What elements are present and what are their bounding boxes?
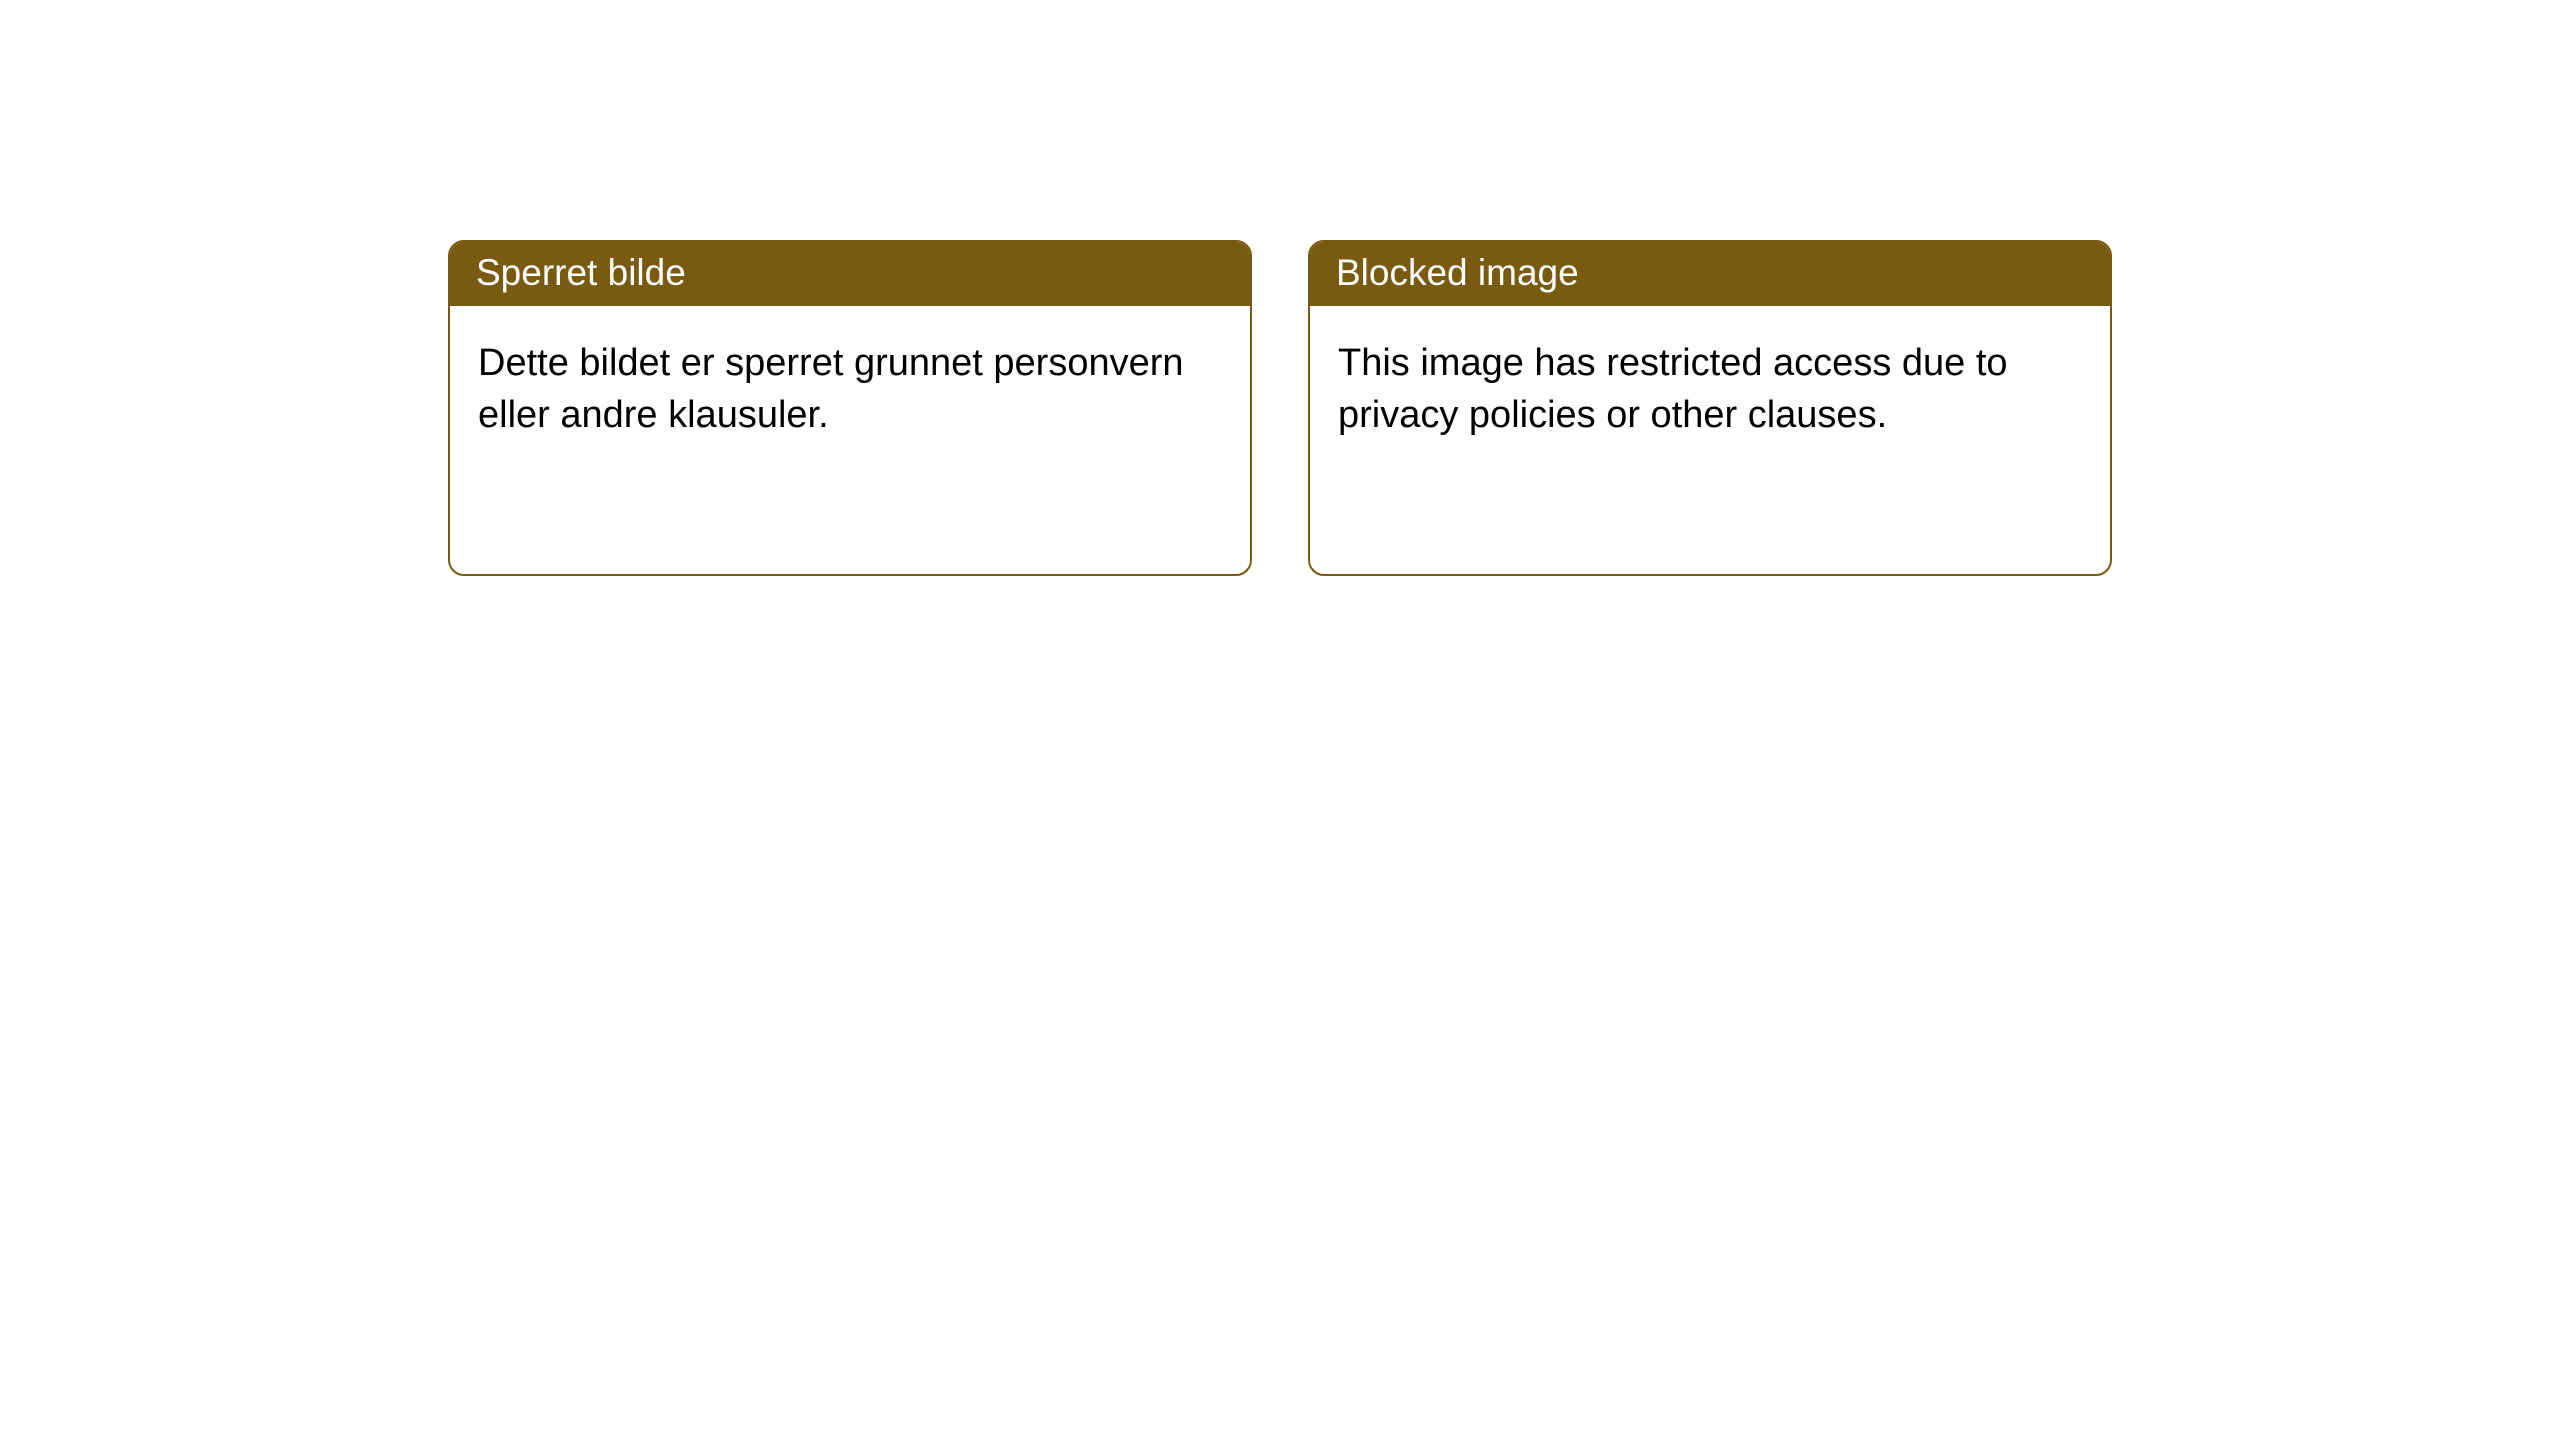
card-title: Sperret bilde [450, 242, 1250, 306]
card-message: This image has restricted access due to … [1310, 306, 2110, 473]
blocked-image-card-en: Blocked image This image has restricted … [1308, 240, 2112, 576]
blocked-image-card-no: Sperret bilde Dette bildet er sperret gr… [448, 240, 1252, 576]
message-cards-row: Sperret bilde Dette bildet er sperret gr… [0, 0, 2560, 576]
card-title: Blocked image [1310, 242, 2110, 306]
card-message: Dette bildet er sperret grunnet personve… [450, 306, 1250, 473]
